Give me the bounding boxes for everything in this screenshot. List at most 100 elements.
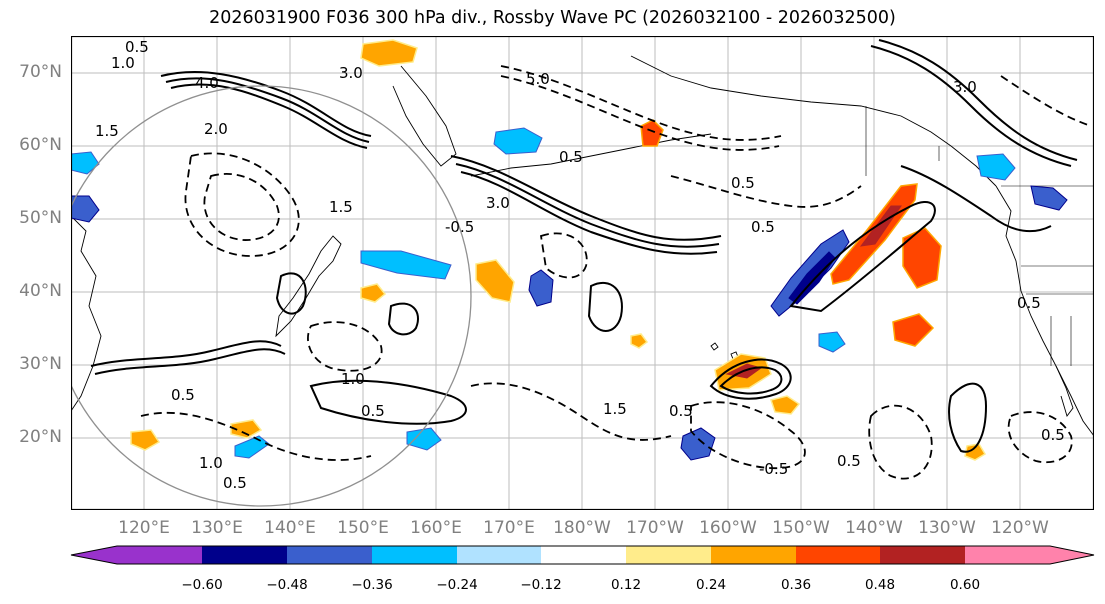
colorbar-segment-9 xyxy=(880,546,965,564)
negative-contour xyxy=(1000,75,1092,127)
positive-contour xyxy=(387,302,419,336)
pos-div-cell xyxy=(360,283,387,303)
map-panel: 0.5 1.0 4.0 3.0 5.0 1.5 2.0 -0.5 0.5 1.0… xyxy=(71,36,1094,510)
lon-label-150w: 150°W xyxy=(772,518,830,538)
contour-label: 3.0 xyxy=(486,194,510,212)
positive-contour xyxy=(870,45,1072,167)
colorbar-tick: 0.24 xyxy=(695,577,727,593)
neg-div-cell xyxy=(493,127,543,155)
rossby-wave-negative-contours xyxy=(140,65,1092,480)
pos-div-cell xyxy=(230,419,263,439)
positive-contour xyxy=(165,77,370,143)
pos-div-cell xyxy=(640,119,664,147)
lon-label-160e: 160°E xyxy=(410,518,462,538)
colorbar-segment-1 xyxy=(202,546,287,564)
contour-label: 0.5 xyxy=(669,402,693,420)
contour-label: 0.5 xyxy=(731,174,755,192)
contour-label: 0.5 xyxy=(751,218,775,236)
map-frame xyxy=(71,36,1094,510)
contour-labels: 0.5 1.0 4.0 3.0 5.0 1.5 2.0 -0.5 0.5 1.0… xyxy=(95,38,1065,492)
lat-label-60n: 60°N xyxy=(19,135,62,155)
positive-contour xyxy=(90,340,282,367)
neg-div-cell xyxy=(976,153,1016,181)
positive-contour xyxy=(709,358,792,400)
colorbar-segment-0 xyxy=(71,546,202,564)
neg-div-cell xyxy=(71,195,100,223)
contour-label: 0.5 xyxy=(1041,426,1065,444)
colorbar-segment-3 xyxy=(372,546,457,564)
lon-label-130e: 130°E xyxy=(191,518,243,538)
lon-label-140w: 140°W xyxy=(845,518,903,538)
lon-label-150e: 150°E xyxy=(337,518,389,538)
pos-div-cell xyxy=(475,259,515,303)
contour-label: -0.5 xyxy=(759,460,788,478)
contour-label: 1.0 xyxy=(111,54,135,72)
contour-label: 0.5 xyxy=(171,386,195,404)
contour-label: 0.5 xyxy=(1017,294,1041,312)
pos-div-cell xyxy=(770,395,801,415)
reference-circle xyxy=(71,85,472,507)
colorbar-tick: −0.48 xyxy=(266,577,308,593)
coastline-kamchatka xyxy=(392,65,457,167)
negative-contour xyxy=(470,382,672,441)
coastline-baja xyxy=(1055,365,1074,417)
colorbar-outline xyxy=(70,545,1095,565)
colorbar-tick: 0.60 xyxy=(949,577,981,593)
positive-contour xyxy=(275,272,307,315)
colorbar-tick: 0.48 xyxy=(864,577,896,593)
coastline-north-america xyxy=(995,185,1094,437)
contour-label: 3.0 xyxy=(953,78,977,96)
coastline-aleutians xyxy=(470,133,712,177)
colorbar-segment-6 xyxy=(626,546,711,564)
neg-div-cell xyxy=(360,250,452,280)
negative-contour xyxy=(690,401,806,470)
contour-label: 1.5 xyxy=(603,400,627,418)
neg-div-cell xyxy=(528,269,554,307)
contour-label: 1.0 xyxy=(341,370,365,388)
lon-label-130w: 130°W xyxy=(918,518,976,538)
contour-label: 0.5 xyxy=(559,148,583,166)
negative-contour xyxy=(184,152,300,257)
positive-contour xyxy=(719,366,783,395)
negative-contour xyxy=(140,411,372,461)
colorbar-segment-2 xyxy=(287,546,372,564)
pos-div-cell xyxy=(902,227,942,289)
lon-label-160w: 160°W xyxy=(699,518,757,538)
contour-label: 1.0 xyxy=(199,454,223,472)
lon-label-140e: 140°E xyxy=(264,518,316,538)
map-canvas: 0.5 1.0 4.0 3.0 5.0 1.5 2.0 -0.5 0.5 1.0… xyxy=(71,36,1094,510)
lon-label-120w: 120°W xyxy=(991,518,1049,538)
contour-label: 0.5 xyxy=(223,474,247,492)
lon-label-120e: 120°E xyxy=(118,518,170,538)
colorbar-segment-5 xyxy=(541,546,626,564)
coastline-east-asia xyxy=(71,215,102,412)
lat-label-20n: 20°N xyxy=(19,427,62,447)
colorbar-segment-8 xyxy=(796,546,880,564)
contour-label: 2.0 xyxy=(204,120,228,138)
colorbar-segment-4 xyxy=(457,546,541,564)
lat-label-40n: 40°N xyxy=(19,281,62,301)
rossby-wave-positive-contours xyxy=(90,39,1078,453)
lat-label-30n: 30°N xyxy=(19,354,62,374)
colorbar-tick: −0.12 xyxy=(520,577,562,593)
contour-label: 0.5 xyxy=(837,452,861,470)
positive-contour xyxy=(455,163,720,248)
neg-div-cell xyxy=(406,427,442,451)
positive-contour xyxy=(450,155,722,241)
negative-contour xyxy=(500,75,780,151)
lon-label-180w: 180°W xyxy=(553,518,611,538)
lat-label-70n: 70°N xyxy=(19,62,62,82)
political-boundaries xyxy=(865,106,1094,366)
contour-label: 3.0 xyxy=(339,64,363,82)
contour-label: 1.5 xyxy=(329,198,353,216)
negative-contour xyxy=(539,232,588,279)
negative-contour xyxy=(670,175,862,208)
positive-contour xyxy=(460,171,718,255)
pos-div-cell xyxy=(892,313,935,347)
contour-label: 1.5 xyxy=(95,122,119,140)
contour-label: 0.5 xyxy=(125,38,149,56)
positive-contour xyxy=(878,39,1078,161)
colorbar-tick: −0.24 xyxy=(436,577,478,593)
colorbar-segment-10 xyxy=(965,546,1094,564)
boundary-states xyxy=(1021,265,1094,366)
